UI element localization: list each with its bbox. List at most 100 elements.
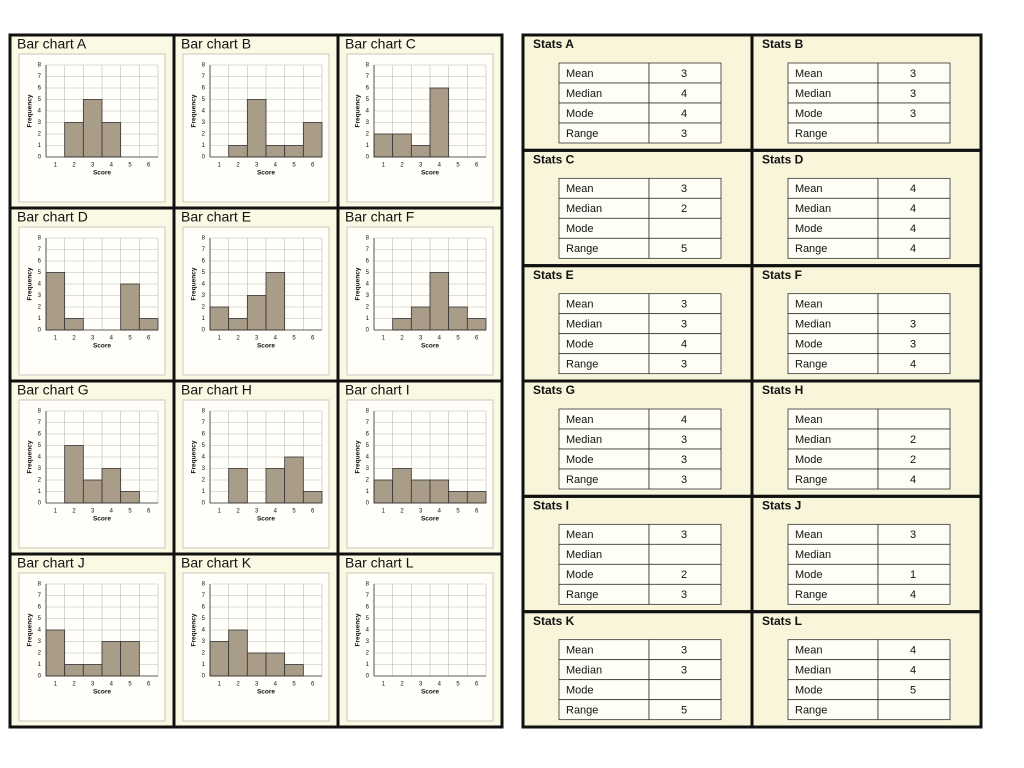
- y-tick-label: 6: [366, 86, 370, 92]
- bar: [246, 99, 267, 158]
- y-tick-label: 0: [202, 155, 206, 161]
- stats-value: 3: [681, 359, 687, 371]
- y-tick-label: 2: [38, 305, 42, 311]
- stats-value: 4: [910, 474, 916, 486]
- y-tick-label: 3: [366, 639, 370, 645]
- x-tick-label: 5: [292, 336, 296, 342]
- stats-value: 3: [681, 589, 687, 601]
- x-tick-label: 3: [419, 509, 423, 515]
- stats-value: 3: [681, 529, 687, 541]
- chart-title: Bar chart E: [181, 209, 251, 225]
- bar: [410, 145, 431, 158]
- bar: [429, 272, 450, 331]
- y-axis-label: Frequency: [355, 267, 362, 300]
- y-tick-label: 1: [202, 143, 206, 149]
- stats-label: Median: [795, 88, 831, 100]
- y-tick-label: 7: [38, 247, 42, 253]
- y-tick-label: 5: [38, 97, 42, 103]
- x-tick-label: 6: [311, 509, 315, 515]
- y-tick-label: 5: [202, 270, 206, 276]
- y-tick-label: 0: [38, 328, 42, 334]
- stats-label: Median: [795, 665, 831, 677]
- stats-value-cell: [877, 408, 951, 430]
- x-tick-label: 1: [382, 336, 386, 342]
- chart-title: Bar chart C: [345, 36, 416, 52]
- bar: [45, 629, 66, 677]
- stats-label: Mode: [795, 223, 823, 235]
- chart-title: Bar chart I: [345, 382, 410, 398]
- chart-frame: [346, 226, 494, 376]
- stats-title: Stats A: [533, 37, 574, 51]
- bar: [64, 445, 84, 504]
- bar: [265, 652, 286, 677]
- stats-title: Stats K: [533, 614, 575, 628]
- y-tick-label: 2: [202, 305, 206, 311]
- y-tick-label: 3: [38, 639, 42, 645]
- x-tick-label: 1: [54, 509, 58, 515]
- bar: [120, 283, 140, 331]
- y-tick-label: 1: [366, 489, 370, 495]
- stats-label: Mean: [566, 183, 594, 195]
- stats-value: 4: [910, 589, 916, 601]
- bar: [429, 87, 450, 158]
- x-axis-label: Score: [421, 170, 439, 177]
- stats-value: 4: [681, 108, 687, 120]
- x-axis-label: Score: [93, 343, 111, 350]
- y-tick-label: 3: [38, 466, 42, 472]
- y-tick-label: 1: [202, 316, 206, 322]
- y-tick-label: 7: [366, 593, 370, 599]
- stats-value: 5: [681, 705, 687, 717]
- stats-value: 3: [910, 529, 916, 541]
- bar: [466, 491, 487, 504]
- y-tick-label: 7: [366, 247, 370, 253]
- y-tick-label: 8: [202, 63, 206, 69]
- stats-value: 4: [910, 665, 916, 677]
- y-tick-label: 0: [202, 674, 206, 680]
- chart-title: Bar chart J: [17, 555, 85, 571]
- y-tick-label: 0: [366, 328, 370, 334]
- y-axis-label: Frequency: [355, 94, 362, 127]
- y-tick-label: 4: [38, 109, 42, 115]
- y-tick-label: 8: [38, 236, 42, 242]
- x-axis-label: Score: [421, 516, 439, 523]
- x-tick-label: 3: [255, 163, 259, 169]
- y-tick-label: 2: [366, 651, 370, 657]
- bar: [82, 99, 103, 158]
- stats-value: 3: [910, 108, 916, 120]
- stats-label: Mean: [795, 299, 823, 311]
- x-tick-label: 5: [456, 336, 460, 342]
- x-tick-label: 4: [438, 682, 442, 688]
- bar: [64, 664, 84, 677]
- stats-value: 3: [910, 68, 916, 80]
- y-tick-label: 7: [38, 420, 42, 426]
- x-tick-label: 5: [292, 682, 296, 688]
- y-tick-label: 2: [366, 478, 370, 484]
- bar: [284, 456, 304, 504]
- stats-label: Mode: [566, 223, 594, 235]
- y-tick-label: 4: [202, 455, 206, 461]
- bar: [209, 641, 230, 677]
- stats-value: 3: [681, 319, 687, 331]
- stats-label: Mode: [795, 569, 823, 581]
- stats-value-cell: [648, 543, 722, 565]
- x-tick-label: 4: [110, 509, 114, 515]
- stats-value: 3: [910, 319, 916, 331]
- stats-value: 4: [681, 414, 687, 426]
- y-tick-label: 5: [366, 270, 370, 276]
- stats-label: Median: [566, 434, 602, 446]
- x-axis-label: Score: [93, 689, 111, 696]
- x-tick-label: 4: [274, 336, 278, 342]
- chart-title: Bar chart D: [17, 209, 88, 225]
- y-tick-label: 5: [366, 443, 370, 449]
- stats-value-cell: [877, 293, 951, 315]
- bar: [466, 318, 487, 331]
- stats-label: Mean: [795, 529, 823, 541]
- x-tick-label: 2: [72, 336, 76, 342]
- y-tick-label: 6: [38, 605, 42, 611]
- x-axis-label: Score: [421, 689, 439, 696]
- chart-frame: [18, 226, 166, 376]
- x-tick-label: 6: [147, 163, 151, 169]
- stats-value: 4: [910, 243, 916, 255]
- stats-label: Mean: [795, 645, 823, 657]
